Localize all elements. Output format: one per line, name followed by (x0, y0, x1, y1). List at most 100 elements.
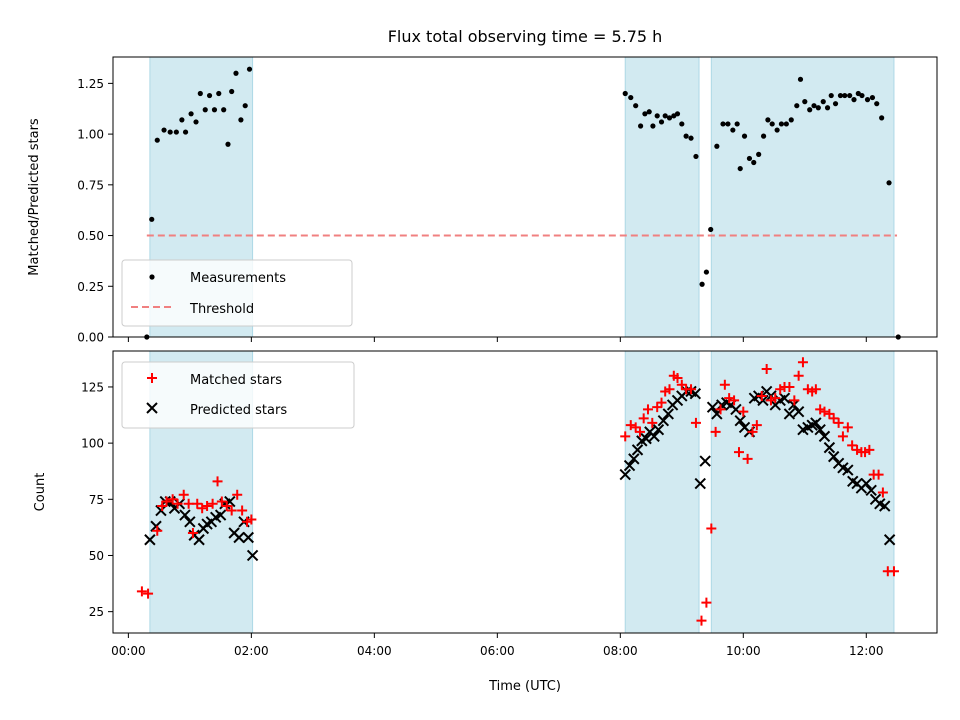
measurement-point (688, 135, 694, 141)
matched-star-point (207, 498, 218, 509)
legend-measurements-marker (149, 274, 155, 280)
measurement-point (225, 141, 231, 147)
predicted-star-point (823, 441, 836, 454)
x-tick-label: 04:00 (357, 644, 392, 658)
matched-star-point (877, 487, 888, 498)
measurement-point (815, 105, 821, 111)
predicted-star-point (233, 531, 245, 544)
predicted-star-point (144, 534, 156, 546)
measurement-point (828, 92, 834, 99)
matched-star-point (747, 426, 758, 437)
measurement-point (161, 127, 167, 133)
x-tick-label: 08:00 (603, 644, 638, 658)
measurement-point (778, 121, 785, 127)
matched-star-point (197, 503, 208, 514)
measurement-point (886, 180, 892, 186)
matched-star-point (715, 404, 726, 415)
predicted-star-point (706, 401, 719, 413)
measurement-point (193, 119, 199, 125)
measurement-point (832, 101, 839, 107)
measurement-point (628, 94, 634, 101)
predicted-star-point (179, 509, 191, 521)
measurement-points (144, 66, 901, 340)
y-tick-label: 0.00 (77, 331, 104, 345)
predicted-star-point (783, 408, 796, 420)
matched-star-point (701, 597, 712, 608)
measurement-point (703, 269, 710, 275)
matched-star-point (192, 498, 203, 509)
measurement-point (746, 155, 753, 162)
predicted-star-point (865, 484, 877, 497)
measurement-point (654, 113, 660, 119)
matched-star-point (187, 528, 198, 539)
legend-measurements-label: Measurements (190, 271, 286, 286)
measurement-point (879, 115, 885, 121)
measurement-point (734, 121, 740, 127)
predicted-star-point (842, 464, 854, 476)
predicted-star-point (214, 509, 227, 521)
matched-star-point (864, 444, 875, 455)
predicted-star-point (818, 430, 831, 443)
matched-star-point (620, 431, 631, 442)
matched-star-point (738, 406, 749, 417)
bottom-axes-frame (112, 350, 938, 634)
matched-star-point (724, 393, 735, 404)
measurement-point (751, 159, 757, 166)
matched-star-point (625, 420, 636, 431)
matched-star-point (690, 417, 701, 428)
y-tick-label: 1.25 (77, 77, 104, 91)
matched-star-point (183, 498, 194, 509)
measurement-point (820, 99, 826, 105)
bottom-legend: Matched stars Predicted stars (121, 361, 355, 429)
matched-star-point (719, 379, 730, 390)
measurement-point (741, 133, 748, 139)
measurement-point (842, 92, 848, 99)
matched-star-point (789, 395, 800, 406)
matched-star-point (793, 370, 804, 381)
measurement-point (847, 92, 853, 99)
matched-star-point (733, 447, 744, 458)
matched-star-point (847, 440, 858, 451)
measurement-point (783, 121, 789, 127)
predicted-star-point (792, 405, 805, 418)
measurement-point (824, 105, 831, 111)
measurement-point (760, 133, 767, 139)
measurement-point (173, 129, 179, 135)
measurement-point (221, 107, 227, 113)
measurement-point (699, 281, 705, 287)
measurement-point (837, 92, 844, 99)
measurement-point (674, 111, 681, 117)
measurement-point (188, 111, 194, 117)
matched-star-point (172, 498, 183, 509)
measurement-point (802, 99, 808, 105)
predicted-star-point (699, 455, 711, 467)
predicted-star-point (623, 459, 636, 472)
top-y-ticks: 0.00 0.25 0.50 0.75 1.00 1.25 (77, 77, 113, 345)
legend-matched-label: Matched stars (190, 373, 282, 388)
matched-star-point (638, 413, 649, 424)
matched-star-point (710, 426, 721, 437)
matched-star-point (246, 514, 257, 525)
predicted-star-point (155, 504, 167, 517)
predicted-star-point (730, 403, 742, 416)
measurement-point (246, 66, 253, 72)
legend-box (121, 259, 353, 327)
matched-star-point (221, 501, 232, 512)
measurement-point (182, 129, 189, 135)
matched-star-point (664, 384, 675, 395)
matched-star-point (647, 417, 658, 428)
predicted-star-point (757, 394, 769, 407)
measurement-point (662, 113, 668, 119)
x-tick-label: 12:00 (849, 644, 884, 658)
top-panel: 0.00 0.25 0.50 0.75 1.00 1.25 Matched/Predict… (27, 56, 938, 345)
measurement-point (149, 216, 155, 222)
predicted-star-point (734, 414, 746, 427)
measurement-point (242, 103, 248, 109)
matched-star-point (161, 496, 172, 507)
measurement-point (859, 92, 865, 99)
matched-star-point (178, 489, 189, 500)
matched-star-point (212, 476, 223, 487)
bottom-panel: 25 50 75 100 125 00:00 02:00 04:00 06:00 08:00 10… (33, 350, 938, 694)
bottom-x-ticks: 00:00 02:00 04:00 06:00 08:00 10:00 12:00 (111, 633, 884, 658)
measurement-point (202, 107, 208, 113)
